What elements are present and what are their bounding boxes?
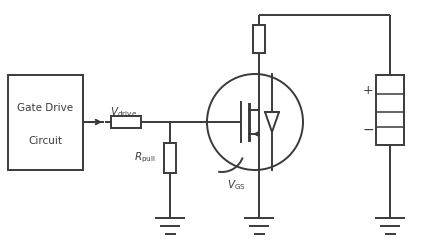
Text: Gate Drive: Gate Drive [17, 102, 73, 112]
Bar [8, 75, 83, 170]
Text: Circuit: Circuit [28, 135, 62, 146]
Text: $V_{\mathrm{GS}}$: $V_{\mathrm{GS}}$ [227, 178, 246, 192]
Bar [253, 25, 265, 53]
Text: $R_{\mathrm{pull}}$: $R_{\mathrm{pull}}$ [134, 151, 156, 165]
Bar [164, 143, 176, 173]
Text: −: − [362, 123, 374, 137]
Text: $V_{\mathrm{drive}}$: $V_{\mathrm{drive}}$ [110, 105, 137, 119]
Bar [376, 75, 404, 145]
Bar [111, 116, 141, 128]
Text: +: + [363, 84, 373, 97]
